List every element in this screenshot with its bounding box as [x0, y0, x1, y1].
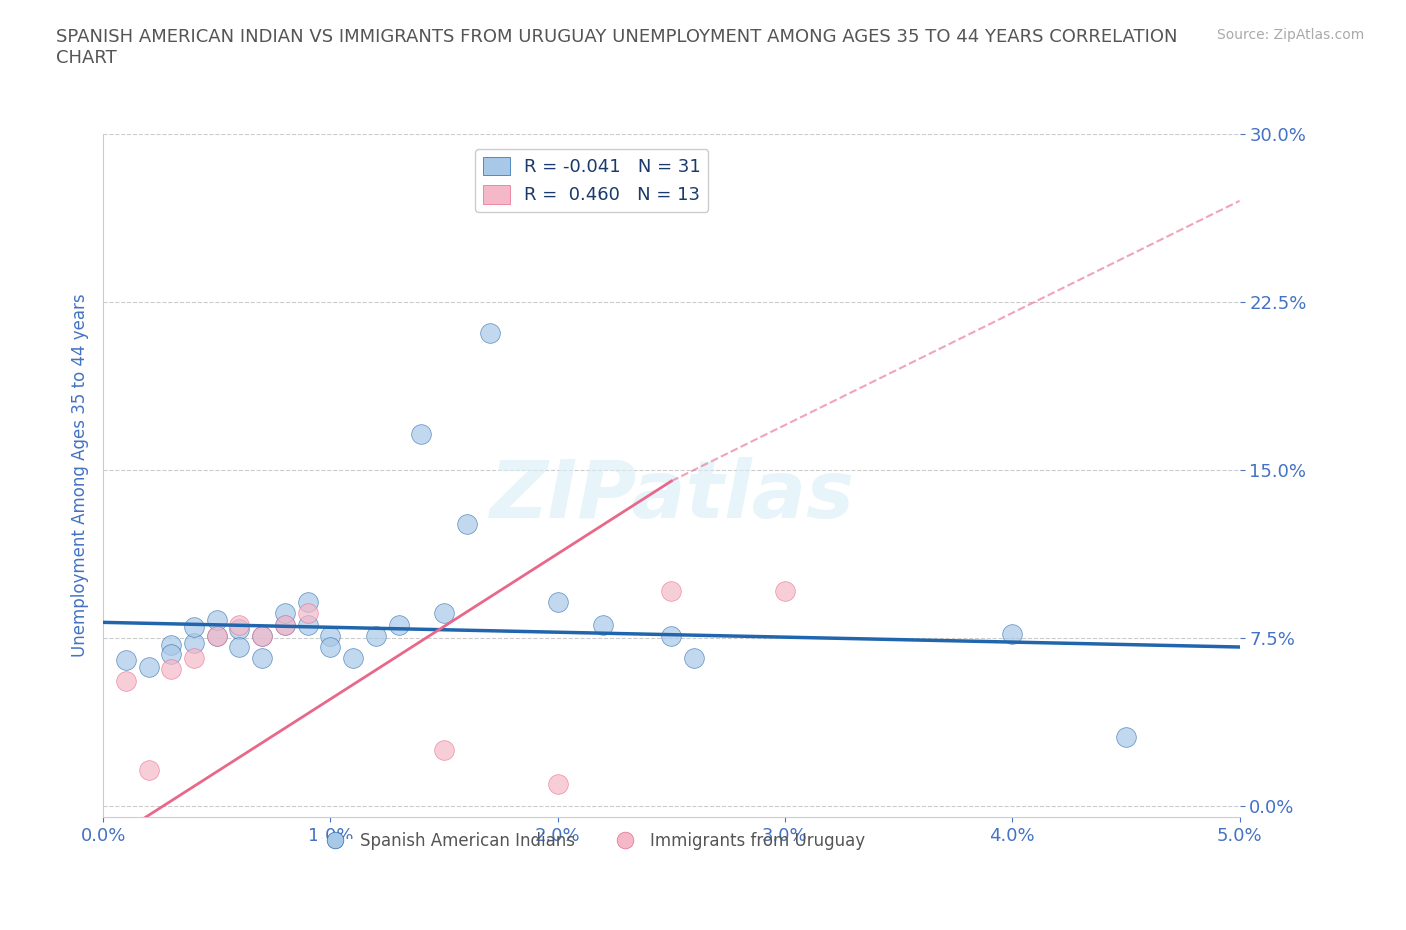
Point — [297, 606, 319, 621]
Text: SPANISH AMERICAN INDIAN VS IMMIGRANTS FROM URUGUAY UNEMPLOYMENT AMONG AGES 35 TO: SPANISH AMERICAN INDIAN VS IMMIGRANTS FR… — [56, 28, 1178, 67]
Point — [683, 651, 706, 666]
Point — [592, 618, 614, 632]
Point — [274, 606, 297, 621]
Point — [228, 621, 250, 636]
Text: Source: ZipAtlas.com: Source: ZipAtlas.com — [1216, 28, 1364, 42]
Point — [205, 613, 228, 628]
Point — [456, 516, 478, 531]
Point — [115, 653, 138, 668]
Point — [659, 583, 682, 598]
Point — [115, 673, 138, 688]
Point — [659, 629, 682, 644]
Point — [205, 629, 228, 644]
Point — [228, 640, 250, 655]
Point — [252, 629, 274, 644]
Point — [1001, 626, 1024, 641]
Point — [183, 651, 205, 666]
Point — [274, 618, 297, 632]
Point — [411, 427, 433, 442]
Legend: Spanish American Indians, Immigrants from Uruguay: Spanish American Indians, Immigrants fro… — [312, 826, 872, 857]
Point — [342, 651, 364, 666]
Point — [252, 651, 274, 666]
Y-axis label: Unemployment Among Ages 35 to 44 years: Unemployment Among Ages 35 to 44 years — [72, 294, 89, 658]
Point — [433, 606, 456, 621]
Point — [387, 618, 409, 632]
Point — [183, 619, 205, 634]
Point — [478, 326, 501, 340]
Point — [319, 629, 342, 644]
Point — [228, 618, 250, 632]
Point — [183, 635, 205, 650]
Point — [160, 662, 183, 677]
Point — [547, 777, 569, 791]
Point — [547, 595, 569, 610]
Point — [252, 629, 274, 644]
Text: ZIPatlas: ZIPatlas — [489, 457, 853, 535]
Point — [364, 629, 387, 644]
Point — [274, 618, 297, 632]
Point — [433, 743, 456, 758]
Point — [138, 659, 160, 674]
Point — [297, 595, 319, 610]
Point — [773, 583, 796, 598]
Point — [160, 646, 183, 661]
Point — [319, 640, 342, 655]
Point — [160, 637, 183, 652]
Point — [205, 629, 228, 644]
Point — [297, 618, 319, 632]
Point — [138, 763, 160, 777]
Point — [1115, 729, 1137, 744]
